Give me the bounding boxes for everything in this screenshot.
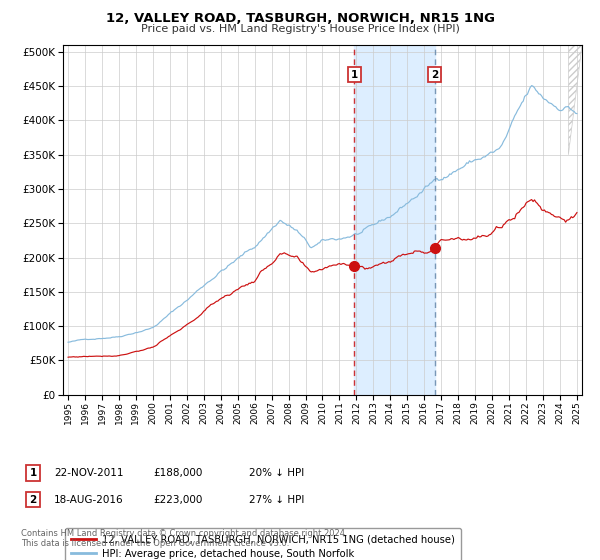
Text: 20% ↓ HPI: 20% ↓ HPI	[249, 468, 304, 478]
Text: Contains HM Land Registry data © Crown copyright and database right 2024.: Contains HM Land Registry data © Crown c…	[21, 529, 347, 538]
Text: £188,000: £188,000	[153, 468, 202, 478]
Text: 27% ↓ HPI: 27% ↓ HPI	[249, 494, 304, 505]
Text: 12, VALLEY ROAD, TASBURGH, NORWICH, NR15 1NG: 12, VALLEY ROAD, TASBURGH, NORWICH, NR15…	[106, 12, 494, 25]
Text: 22-NOV-2011: 22-NOV-2011	[54, 468, 124, 478]
Legend: 12, VALLEY ROAD, TASBURGH, NORWICH, NR15 1NG (detached house), HPI: Average pric: 12, VALLEY ROAD, TASBURGH, NORWICH, NR15…	[65, 528, 461, 560]
Text: 18-AUG-2016: 18-AUG-2016	[54, 494, 124, 505]
Text: Price paid vs. HM Land Registry's House Price Index (HPI): Price paid vs. HM Land Registry's House …	[140, 24, 460, 34]
Bar	[355, 45, 435, 395]
Text: 2: 2	[431, 69, 439, 80]
Text: 1: 1	[29, 468, 37, 478]
Text: 1: 1	[350, 69, 358, 80]
Text: £223,000: £223,000	[153, 494, 202, 505]
Text: 2: 2	[29, 494, 37, 505]
Text: This data is licensed under the Open Government Licence v3.0.: This data is licensed under the Open Gov…	[21, 539, 289, 548]
